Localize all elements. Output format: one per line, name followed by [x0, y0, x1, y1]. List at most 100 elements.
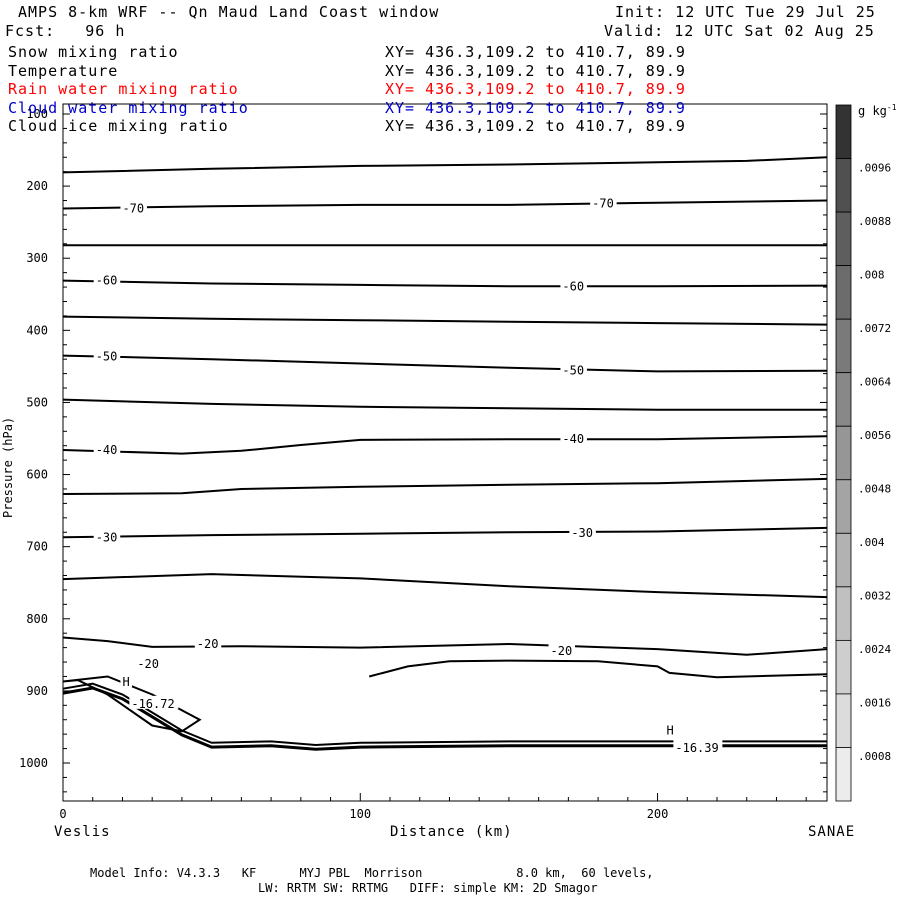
- valid-time: Valid: 12 UTC Sat 02 Aug 25: [604, 22, 875, 40]
- temperature-contour: [62, 526, 828, 539]
- contour-label: -50: [96, 349, 118, 363]
- field-name: Temperature: [8, 61, 119, 80]
- colorbar-swatch: [835, 639, 852, 695]
- y-tick-label: 300: [26, 251, 48, 265]
- temperature-contour: [62, 477, 828, 495]
- x-tick-label: 0: [59, 807, 66, 821]
- temperature-contour: [62, 315, 828, 326]
- surface-line: [62, 686, 827, 751]
- y-axis-label: Pressure (hPa): [1, 416, 15, 518]
- contour-label-bg: [194, 636, 222, 650]
- contour-label-bg: [93, 529, 121, 543]
- forecast-hour: Fcst: 96 h: [5, 22, 126, 40]
- plot-area: 100 200 300 400 500 600 700 800 900 1000 0 100 200 -7…: [19, 103, 828, 821]
- y-tick-label: 600: [26, 468, 48, 482]
- contour-label-bg: [120, 674, 132, 688]
- field-xy: XY= 436.3,109.2 to 410.7, 89.9: [385, 117, 686, 135]
- x-tick-label: 100: [349, 807, 371, 821]
- colorbar-swatch: [835, 586, 852, 641]
- colorbar-swatch: [835, 158, 852, 213]
- colorbar-swatch: [835, 104, 852, 159]
- colorbar-swatch: [835, 425, 852, 481]
- contour-label: -30: [571, 526, 593, 540]
- temperature-contour: [368, 659, 828, 679]
- x-axis-label: Distance (km): [390, 824, 513, 840]
- colorbar-unit: g kg-1: [858, 103, 897, 118]
- chart-title: AMPS 8-km WRF -- Qn Maud Land Coast wind…: [18, 3, 440, 21]
- contour-label-bg: [129, 695, 179, 709]
- colorbar-swatch: [835, 265, 852, 320]
- contour-label: -20: [551, 644, 573, 658]
- colorbar-label: .0056: [858, 429, 891, 442]
- field-xy: XY= 436.3,109.2 to 410.7, 89.9: [385, 80, 686, 98]
- colorbar-swatch: [835, 693, 852, 748]
- colorbar-label: .0096: [858, 161, 891, 174]
- colorbar-swatch: [835, 532, 852, 588]
- colorbar-label: .004: [858, 536, 885, 549]
- x-tick-label: 200: [647, 807, 669, 821]
- contour-label: -20: [197, 637, 219, 651]
- y-tick-label: 900: [26, 684, 48, 698]
- colorbar-label: .0072: [858, 322, 891, 335]
- colorbar-swatch: [835, 318, 852, 374]
- field-xy: XY= 436.3,109.2 to 410.7, 89.9: [385, 43, 686, 61]
- field-name: Snow mixing ratio: [8, 43, 179, 61]
- contour-label: -70: [592, 196, 614, 210]
- left-endpoint-label: Veslis: [54, 824, 111, 840]
- field-name: Cloud water mixing ratio: [8, 98, 249, 117]
- colorbar-label: .0048: [858, 483, 891, 496]
- right-endpoint-label: SANAE: [808, 824, 856, 840]
- contour-label: -40: [562, 432, 584, 446]
- contour-label-bg: [560, 362, 587, 376]
- contour-label: -60: [562, 279, 584, 293]
- surface-line: [62, 682, 827, 747]
- colorbar-swatch: [835, 479, 852, 534]
- temperature-contour: [62, 636, 828, 656]
- colorbar-label: .008: [858, 268, 885, 281]
- colorbar-label: .0008: [858, 750, 891, 763]
- plot-frame: [62, 103, 828, 802]
- colorbar-label: .0016: [858, 697, 891, 710]
- field-name: Cloud ice mixing ratio: [8, 117, 229, 135]
- contour-label-bg: [135, 656, 162, 670]
- y-tick-label: 1000: [19, 756, 48, 770]
- contour-label-bg: [560, 278, 587, 292]
- contour-label-bg: [569, 524, 596, 538]
- y-tick-label: 400: [26, 323, 48, 337]
- contour-label-bg: [590, 195, 617, 209]
- contour-label: -50: [562, 364, 584, 378]
- contour-label: -70: [122, 201, 144, 215]
- colorbar-label: .0024: [858, 643, 891, 656]
- y-tick-label: 800: [26, 612, 48, 626]
- field-xy: XY= 436.3,109.2 to 410.7, 89.9: [385, 98, 686, 117]
- contour-label-bg: [560, 431, 587, 445]
- colorbar-swatch: [835, 372, 852, 427]
- temperature-contour: [62, 199, 828, 210]
- temperature-contour: [62, 435, 828, 455]
- contour-label-bg: [673, 739, 723, 753]
- contour-label: -16.39: [675, 741, 718, 755]
- model-info-line2: LW: RRTM SW: RRTMG DIFF: simple KM: 2D S…: [258, 881, 598, 895]
- contour-label: -16.72: [131, 697, 174, 711]
- contour-label-bg: [93, 348, 121, 362]
- y-tick-label: 700: [26, 540, 48, 554]
- model-info-line1: Model Info: V4.3.3 KF MYJ PBL Morrison 8…: [90, 866, 654, 880]
- temperature-contour: [62, 279, 828, 288]
- contour-label: -60: [96, 274, 118, 288]
- colorbar-swatch: [835, 211, 852, 267]
- temperature-contour: [62, 354, 828, 373]
- contour-label-bg: [93, 442, 121, 456]
- contour-label: -20: [137, 657, 159, 671]
- temperature-contour: [62, 156, 828, 174]
- init-time: Init: 12 UTC Tue 29 Jul 25: [615, 3, 876, 21]
- contour-label: H: [122, 675, 129, 689]
- colorbar-label: .0064: [858, 375, 891, 388]
- y-tick-label: 500: [26, 395, 48, 409]
- temperature-contour: [62, 573, 828, 599]
- contour-label: H: [666, 724, 673, 738]
- field-xy: XY= 436.3,109.2 to 410.7, 89.9: [385, 61, 686, 80]
- contour-label-bg: [93, 272, 121, 286]
- y-tick-label: 200: [26, 179, 48, 193]
- contour-label-bg: [664, 722, 676, 736]
